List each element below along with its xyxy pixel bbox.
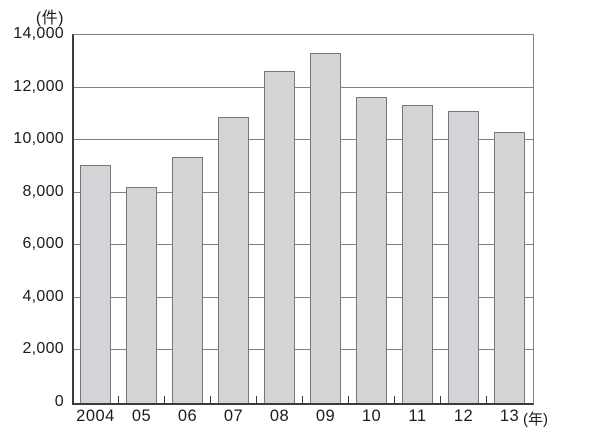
x-axis-unit-label: (年): [523, 411, 548, 428]
y-tick-label: 4,000: [22, 287, 64, 305]
bar-13: [494, 132, 525, 403]
x-tick: [348, 396, 349, 403]
x-tick-label: 12: [453, 407, 474, 425]
bar-09: [310, 53, 341, 403]
gridline: [74, 296, 533, 298]
x-tick-label: 09: [315, 407, 336, 425]
y-tick-label: 14,000: [13, 25, 64, 42]
bar-07: [218, 116, 249, 403]
bar-06: [172, 157, 203, 403]
x-tick: [394, 396, 395, 403]
x-tick-label: 13: [499, 407, 520, 425]
y-tick-label: 10,000: [13, 130, 64, 148]
gridline: [74, 349, 533, 351]
x-tick-label: 05: [131, 407, 152, 425]
x-tick-label: 2004: [76, 407, 115, 425]
x-tick: [118, 396, 119, 403]
bar-05: [126, 187, 157, 403]
y-tick-label: 6,000: [22, 235, 64, 253]
y-tick-label: 2,000: [22, 340, 64, 358]
x-tick: [210, 396, 211, 403]
gridline: [74, 86, 533, 88]
gridline: [74, 191, 533, 193]
x-tick-label: 07: [223, 407, 244, 425]
y-tick-label: 0: [54, 393, 64, 410]
y-axis-unit-label: (件): [35, 10, 64, 27]
bar-08: [264, 70, 295, 403]
plot-area: [72, 34, 534, 405]
bar-2004: [80, 165, 111, 403]
x-tick: [440, 396, 441, 403]
x-tick: [256, 396, 257, 403]
x-tick-label: 08: [269, 407, 290, 425]
x-tick-label: 11: [408, 407, 427, 425]
y-tick-label: 12,000: [13, 77, 64, 95]
x-tick-label: 06: [177, 407, 198, 425]
bar-12: [448, 111, 479, 403]
x-tick: [164, 396, 165, 403]
gridline: [74, 139, 533, 141]
y-tick-label: 8,000: [22, 182, 64, 200]
x-tick: [302, 396, 303, 403]
gridline: [74, 244, 533, 246]
x-tick-label: 10: [361, 407, 382, 425]
x-tick: [486, 396, 487, 403]
bar-10: [356, 96, 387, 403]
bar-11: [402, 104, 433, 403]
